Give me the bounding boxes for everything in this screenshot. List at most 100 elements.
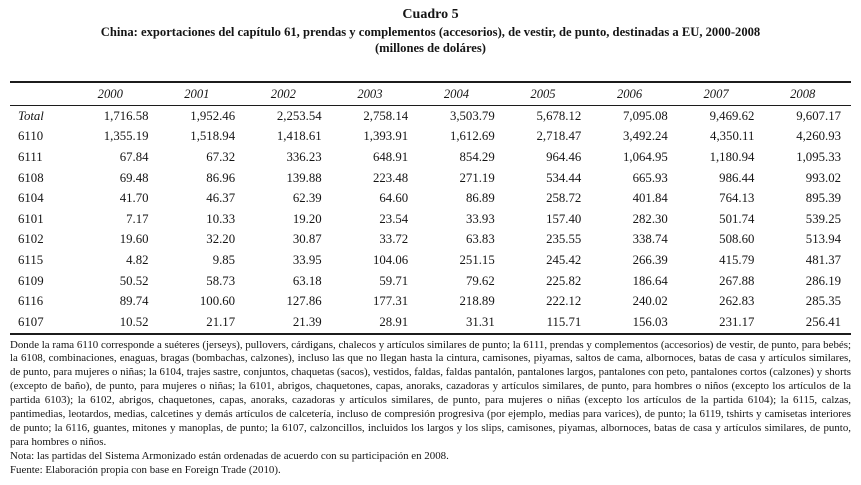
value-cell: 336.23	[286, 149, 322, 164]
value-cell: 186.64	[632, 273, 668, 288]
table-title-block: Cuadro 5 China: exportaciones del capítu…	[10, 7, 851, 56]
value-cell: 30.87	[292, 232, 322, 247]
value-cell: 3,492.24	[623, 129, 668, 144]
value-cell: 1,393.91	[363, 129, 409, 144]
value-cell: 9,607.17	[796, 108, 841, 123]
value-cell: 338.74	[632, 232, 668, 247]
value-cell: 46.37	[206, 191, 236, 206]
table-subtitle: China: exportaciones del capítulo 61, pr…	[100, 25, 761, 39]
value-cell: 41.70	[119, 191, 149, 206]
value-cell: 401.84	[632, 191, 668, 206]
table-note-nota: Nota: las partidas del Sistema Armonizad…	[10, 449, 449, 462]
value-cell: 648.91	[372, 149, 409, 164]
value-cell: 4.82	[126, 252, 149, 267]
value-cell: 1,612.69	[449, 129, 495, 144]
value-cell: 59.71	[379, 273, 409, 288]
row-label: 6111	[18, 149, 43, 164]
row-label: 6109	[18, 273, 44, 288]
year-column-header-2001: 2001	[184, 87, 210, 101]
value-cell: 21.39	[292, 314, 322, 329]
value-cell: 9.85	[212, 252, 236, 267]
year-header-row: 2000 2001 2002 2003 2004 2005 2006 2007 2008	[10, 82, 851, 106]
value-cell: 9,469.62	[709, 108, 755, 123]
value-cell: 5,678.12	[536, 108, 582, 123]
value-cell: 23.54	[379, 211, 409, 226]
value-cell: 63.83	[465, 232, 495, 247]
value-cell: 481.37	[805, 252, 841, 267]
value-cell: 271.19	[459, 170, 495, 185]
value-cell: 33.95	[292, 252, 322, 267]
value-cell: 1,064.95	[623, 149, 668, 164]
table-row-6107: 6107 10.52 21.17 21.39 28.91 31.31 115.71 156.0…	[10, 312, 851, 334]
value-cell: 86.96	[206, 170, 236, 185]
table-row-6116: 6116 89.74 100.60 127.86 177.31 218.89 222.12 2…	[10, 291, 851, 312]
value-cell: 19.20	[292, 211, 322, 226]
value-cell: 235.55	[546, 232, 582, 247]
value-cell: 104.06	[372, 252, 409, 267]
year-column-header-2007: 2007	[703, 87, 729, 101]
value-cell: 964.46	[546, 149, 582, 164]
value-cell: 764.13	[719, 191, 755, 206]
value-cell: 69.48	[119, 170, 149, 185]
value-cell: 225.82	[546, 273, 582, 288]
value-cell: 282.30	[632, 211, 668, 226]
table-notes: Donde la rama 6110 corresponde a suétere…	[10, 339, 851, 478]
year-column-header-2003: 2003	[357, 87, 383, 101]
value-cell: 79.62	[465, 273, 495, 288]
value-cell: 63.18	[292, 273, 322, 288]
row-label: 6115	[18, 252, 44, 267]
value-cell: 127.86	[286, 294, 322, 309]
value-cell: 4,350.11	[710, 129, 755, 144]
value-cell: 3,503.79	[449, 108, 495, 123]
value-cell: 139.88	[286, 170, 322, 185]
table-row-6110: 6110 1,355.19 1,518.94 1,418.61 1,393.91 1,61…	[10, 127, 851, 148]
value-cell: 258.72	[546, 191, 582, 206]
value-cell: 21.17	[206, 314, 236, 329]
value-cell: 231.17	[719, 314, 755, 329]
year-column-header-2004: 2004	[443, 87, 470, 101]
row-label: Total	[18, 108, 44, 123]
value-cell: 1,418.61	[276, 129, 322, 144]
value-cell: 222.12	[546, 294, 582, 309]
row-label: 6104	[18, 191, 44, 206]
value-cell: 33.72	[379, 232, 409, 247]
row-label: 6107	[18, 314, 44, 329]
row-label: 6116	[18, 294, 44, 309]
value-cell: 1,355.19	[103, 129, 149, 144]
row-label: 6108	[18, 170, 44, 185]
value-cell: 32.20	[206, 232, 236, 247]
value-cell: 115.71	[546, 314, 582, 329]
value-cell: 534.44	[546, 170, 582, 185]
exports-table: 2000 2001 2002 2003 2004 2005 2006 2007 2008 Tot…	[10, 81, 851, 335]
value-cell: 157.40	[546, 211, 582, 226]
value-cell: 895.39	[805, 191, 841, 206]
year-column-header-2005: 2005	[530, 87, 556, 101]
table-row-6115: 6115 4.82 9.85 33.95 104.06 251.15 245.42 266.3…	[10, 250, 851, 271]
value-cell: 7.17	[126, 211, 149, 226]
value-cell: 1,716.58	[103, 108, 149, 123]
value-cell: 28.91	[379, 314, 409, 329]
value-cell: 267.88	[719, 273, 755, 288]
value-cell: 58.73	[206, 273, 236, 288]
value-cell: 240.02	[632, 294, 668, 309]
year-column-header-2008: 2008	[790, 87, 816, 101]
value-cell: 251.15	[459, 252, 495, 267]
row-label: 6110	[18, 129, 44, 144]
value-cell: 64.60	[379, 191, 409, 206]
year-column-header-2006: 2006	[616, 87, 643, 101]
table-row-6109: 6109 50.52 58.73 63.18 59.71 79.62 225.82 186.6…	[10, 271, 851, 292]
value-cell: 256.41	[805, 314, 841, 329]
value-cell: 262.83	[719, 294, 755, 309]
value-cell: 50.52	[119, 273, 149, 288]
table-row-6101: 6101 7.17 10.33 19.20 23.54 33.93 157.40 282.30…	[10, 209, 851, 230]
value-cell: 7,095.08	[623, 108, 668, 123]
corner-cell	[10, 82, 72, 106]
table-number-title: Cuadro 5	[402, 7, 459, 22]
value-cell: 245.42	[546, 252, 582, 267]
value-cell: 508.60	[719, 232, 755, 247]
value-cell: 2,718.47	[536, 129, 582, 144]
row-label: 6102	[18, 232, 44, 247]
table-row-6111: 6111 67.84 67.32 336.23 648.91 854.29 964.46 1,…	[10, 147, 851, 168]
table-row-6108: 6108 69.48 86.96 139.88 223.48 271.19 534.44 66…	[10, 168, 851, 189]
